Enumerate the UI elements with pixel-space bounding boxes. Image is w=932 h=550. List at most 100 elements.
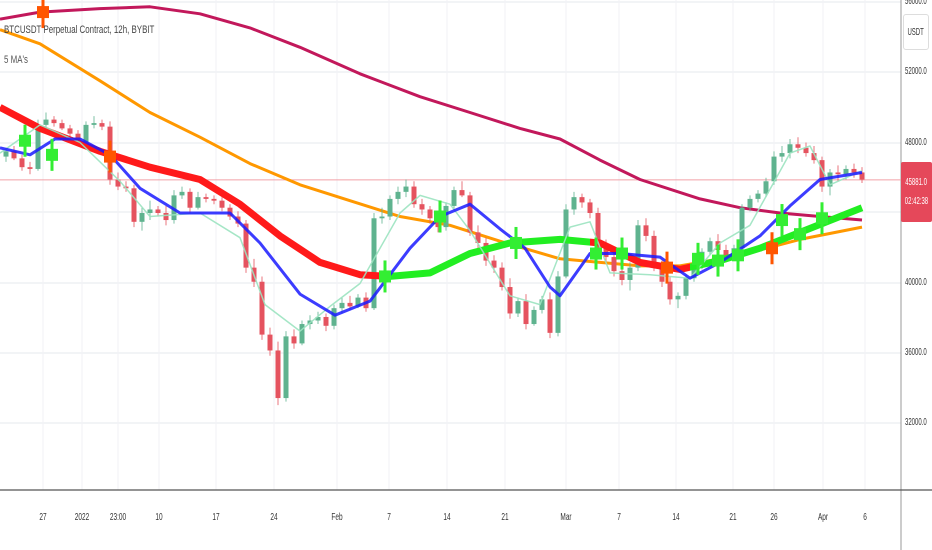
ma-cross-marker-box	[434, 210, 446, 223]
ma-cross-marker-box	[19, 134, 31, 147]
time-axis-label: 21	[501, 512, 509, 523]
ma-200-line	[0, 5, 863, 222]
candle-body	[347, 302, 353, 307]
candle-body	[387, 198, 393, 217]
candle-body	[27, 167, 33, 169]
candle-body	[723, 250, 729, 258]
candle-body	[523, 301, 529, 325]
candle-body	[475, 232, 481, 243]
time-axis-label: 24	[270, 512, 278, 523]
candle-body	[451, 190, 457, 206]
candle-body	[571, 197, 577, 210]
candle-body	[3, 151, 9, 157]
candle-body	[803, 147, 809, 154]
time-axis-label: Apr	[817, 512, 829, 523]
time-axis-label: 21	[729, 512, 737, 523]
price-axis-label: 32000.0	[905, 417, 927, 428]
candle-body	[35, 124, 41, 169]
candle-body	[259, 281, 265, 335]
time-axis-label: 14	[672, 512, 680, 523]
candle-body	[275, 350, 281, 399]
ma-cross-marker-box	[794, 228, 806, 241]
price-axis-label: 52000.0	[905, 66, 927, 77]
candle-body	[139, 213, 145, 222]
candle-body	[179, 191, 185, 196]
candle-body	[395, 191, 401, 199]
candle-body	[51, 119, 57, 124]
candle-body	[619, 271, 625, 280]
ma-cross-marker-box	[692, 252, 704, 265]
candle-body	[379, 216, 385, 219]
candle-body	[843, 168, 849, 175]
time-axis-label: 10	[155, 512, 163, 523]
time-axis-label: 27	[39, 512, 47, 523]
candle-body	[555, 276, 561, 333]
candle-body	[115, 179, 121, 187]
ma-cross-marker-box	[712, 254, 724, 267]
candle-body	[779, 153, 785, 157]
candle-body	[339, 302, 345, 309]
study-legend-5-mas[interactable]: 5 MA's	[4, 54, 28, 66]
candle-body	[459, 190, 465, 196]
candle-body	[467, 195, 473, 233]
candle-body	[283, 336, 289, 399]
candle-body	[531, 309, 537, 325]
candle-body	[515, 301, 521, 314]
chart-title[interactable]: BTCUSDT Perpetual Contract, 12h, BYBIT	[4, 24, 155, 36]
time-axis-label: 2022	[74, 512, 90, 523]
candle-body	[267, 334, 273, 351]
candle-body	[659, 265, 665, 282]
ma-cross-marker-box	[510, 236, 522, 249]
candle-body	[67, 128, 73, 134]
candle-body	[651, 235, 657, 266]
candle-body	[419, 204, 425, 210]
ma-cross-marker-box	[816, 212, 828, 225]
ma-cross-marker-box	[104, 150, 116, 163]
price-axis-label: 36000.0	[905, 347, 927, 358]
candle-body	[691, 265, 697, 279]
candle-body	[747, 198, 753, 208]
candle-body	[851, 168, 857, 173]
candle-body	[763, 181, 769, 194]
candle-body	[83, 124, 89, 143]
time-axis-label: Mar	[560, 512, 572, 523]
time-axis-label: 14	[443, 512, 451, 523]
candle-body	[595, 213, 601, 249]
candle-body	[835, 172, 841, 175]
candle-body	[315, 316, 321, 321]
candle-body	[787, 144, 793, 154]
candle-body	[19, 158, 25, 168]
candle-body	[299, 324, 305, 344]
candle-body	[795, 144, 801, 148]
candle-body	[147, 209, 153, 213]
candle-body	[155, 209, 161, 213]
candle-body	[827, 172, 833, 187]
time-axis-label: Feb	[331, 512, 343, 523]
ma-cross-marker-box	[776, 214, 788, 227]
candle-body	[675, 295, 681, 300]
candle-body	[499, 267, 505, 288]
ma-cross-marker-box	[590, 247, 602, 260]
candle-body	[59, 123, 65, 129]
currency-badge[interactable]: USDT	[903, 14, 929, 50]
ma-cross-marker-box	[46, 148, 58, 161]
candle-body	[331, 308, 337, 326]
candle-body	[11, 151, 17, 159]
ma-cross-marker-box	[616, 247, 628, 260]
time-axis-label: 17	[212, 512, 220, 523]
candle-body	[667, 281, 673, 300]
candle-body	[99, 123, 105, 127]
candle-body	[683, 278, 689, 296]
ma-cross-marker-box	[732, 249, 744, 262]
price-axis-label: 40000.0	[905, 277, 927, 288]
candle-body	[755, 193, 761, 199]
current-price-tag: 45881.0 02:42:38	[901, 162, 932, 222]
candle-body	[195, 197, 201, 208]
ma-8-line	[0, 124, 863, 332]
candle-body	[243, 223, 249, 268]
ma-cross-marker-box	[379, 270, 391, 283]
candle-body	[411, 186, 417, 205]
candle-body	[203, 197, 209, 199]
